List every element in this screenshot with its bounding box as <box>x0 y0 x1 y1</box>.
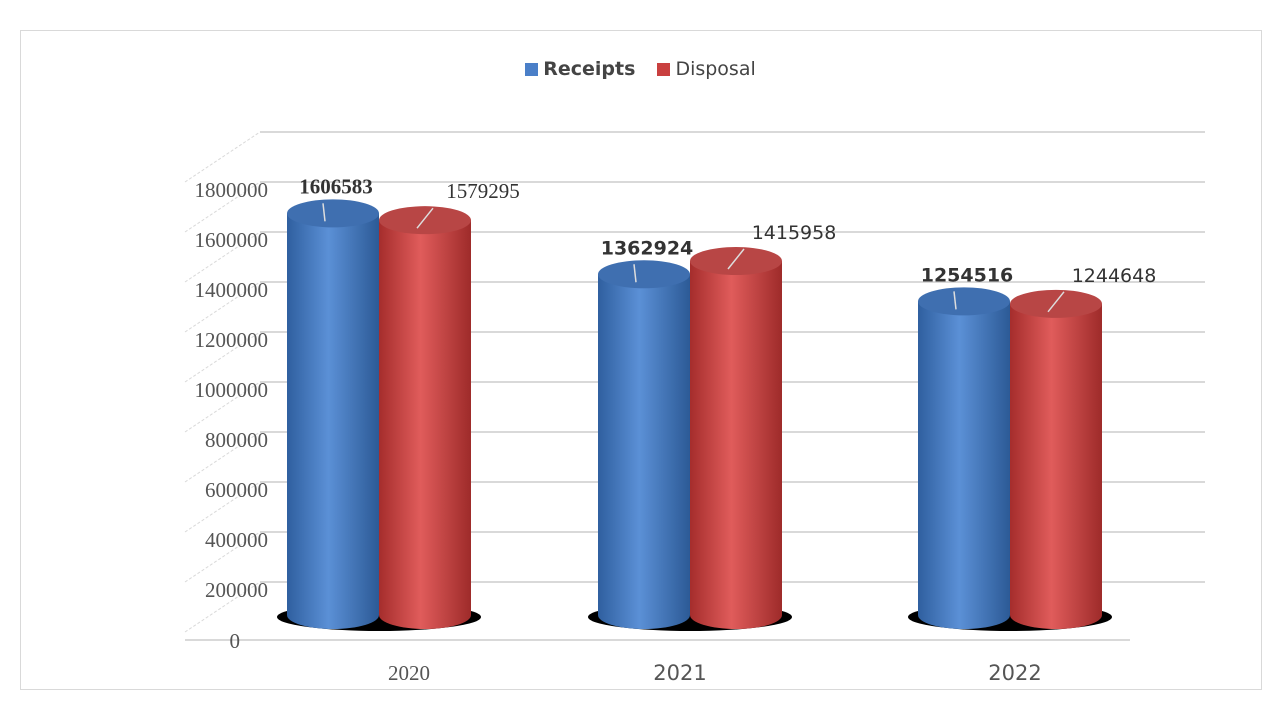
legend-item-receipts: Receipts <box>525 58 635 80</box>
bar-disposal <box>379 220 471 629</box>
data-label-leader <box>322 203 326 222</box>
bar-top-receipts <box>918 287 1010 316</box>
bar-receipts <box>287 213 379 629</box>
legend-swatch-disposal <box>657 63 671 76</box>
data-label: 1579295 <box>446 179 520 203</box>
axis-depth-line <box>184 331 261 383</box>
data-label: 1606583 <box>299 174 373 198</box>
y-tick-label: 0 <box>230 629 241 653</box>
legend-item-disposal: Disposal <box>657 58 756 80</box>
y-tick-label: 1800000 <box>195 178 269 202</box>
bar-top-disposal <box>379 206 471 235</box>
axis-depth-line <box>184 231 261 283</box>
bar-top-disposal <box>690 247 782 276</box>
bar-disposal <box>690 261 782 629</box>
bar-top-receipts <box>598 260 690 289</box>
x-tick-label: 2021 <box>653 661 706 685</box>
legend: Receipts Disposal <box>0 58 1281 80</box>
axis-depth-line <box>184 431 261 483</box>
axis-depth-line <box>184 281 261 333</box>
bar-receipts <box>918 301 1010 629</box>
legend-label-disposal: Disposal <box>675 58 756 80</box>
chart-frame <box>20 30 1262 690</box>
y-tick-label: 1600000 <box>195 228 269 252</box>
y-tick-label: 400000 <box>205 528 268 552</box>
axis-depth-line <box>184 581 261 633</box>
y-tick-label: 1000000 <box>195 378 269 402</box>
data-label: 1244648 <box>1072 265 1157 287</box>
axis-depth-line <box>184 181 261 233</box>
x-tick-label: 2022 <box>988 661 1041 685</box>
data-label-leader <box>633 264 637 283</box>
axis-depth-line <box>184 381 261 433</box>
data-label: 1254516 <box>921 264 1014 286</box>
data-label-leader <box>416 207 434 229</box>
data-label-leader <box>1047 291 1065 313</box>
bar-top-disposal <box>1010 289 1102 318</box>
bar-receipts <box>598 274 690 629</box>
legend-swatch-receipts <box>525 63 539 76</box>
data-label: 1362924 <box>601 237 694 259</box>
bar-top-receipts <box>287 199 379 228</box>
axis-depth-line <box>184 531 261 583</box>
y-tick-label: 1200000 <box>195 328 269 352</box>
data-label-leader <box>953 291 957 310</box>
y-tick-label: 600000 <box>205 478 268 502</box>
x-tick-label: 2020 <box>388 661 430 685</box>
axis-depth-line <box>184 131 261 183</box>
y-tick-label: 1400000 <box>195 278 269 302</box>
bar-disposal <box>1010 303 1102 629</box>
legend-label-receipts: Receipts <box>543 58 636 80</box>
axis-depth-line <box>184 481 261 533</box>
y-tick-label: 800000 <box>205 428 268 452</box>
y-tick-label: 200000 <box>205 578 268 602</box>
data-label-leader <box>727 248 745 270</box>
data-label: 1415958 <box>752 222 837 244</box>
